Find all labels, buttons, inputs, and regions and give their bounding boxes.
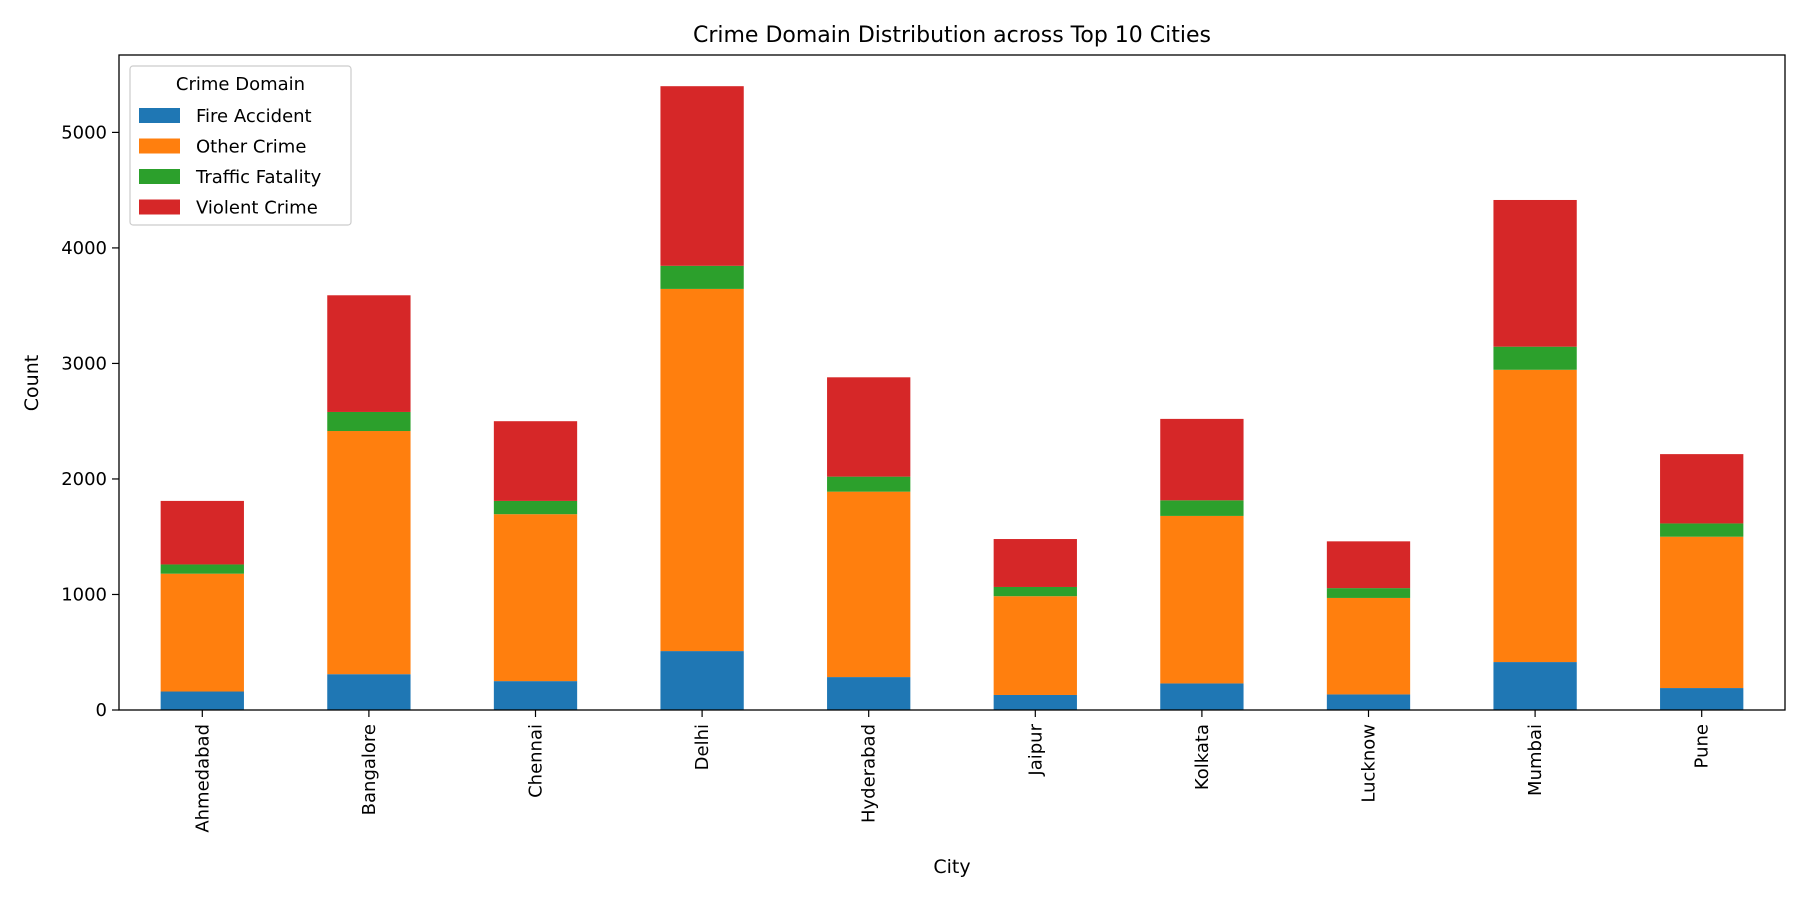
x-tick-label: Hyderabad	[859, 724, 880, 823]
y-tick-label: 4000	[61, 238, 107, 259]
bar-segment-delhi-violent-crime	[660, 86, 744, 266]
bar-segment-bangalore-violent-crime	[327, 295, 411, 412]
bar-segment-ahmedabad-violent-crime	[160, 500, 244, 565]
legend-label: Traffic Fatality	[195, 167, 322, 188]
bar-segment-delhi-fire-accident	[660, 651, 744, 710]
x-tick-label: Lucknow	[1359, 724, 1380, 803]
bar-segment-hyderabad-other-crime	[827, 491, 911, 678]
legend: Crime Domain Fire Accident Other Crime Traf…	[129, 65, 352, 226]
y-tick-label: 1000	[61, 584, 107, 605]
bar-segment-pune-violent-crime	[1660, 454, 1744, 524]
bar-segment-ahmedabad-traffic-fatality	[160, 564, 244, 574]
bar-segment-kolkata-fire-accident	[1160, 683, 1244, 710]
bar-segment-pune-other-crime	[1660, 536, 1744, 689]
legend-swatch	[139, 138, 180, 154]
y-tick-label: 5000	[61, 122, 107, 143]
bar-segment-jaipur-traffic-fatality	[993, 586, 1077, 597]
bar-segment-pune-fire-accident	[1660, 688, 1744, 710]
legend-label: Violent Crime	[196, 198, 318, 219]
bar-segment-kolkata-violent-crime	[1160, 418, 1244, 501]
legend-swatch	[139, 169, 180, 184]
bar-segment-delhi-other-crime	[660, 288, 744, 652]
bar-segment-hyderabad-violent-crime	[827, 377, 911, 477]
bar-segment-ahmedabad-other-crime	[160, 573, 244, 692]
bar-segment-mumbai-other-crime	[1493, 369, 1577, 663]
bar-segment-lucknow-traffic-fatality	[1326, 588, 1411, 598]
legend-label: Other Crime	[196, 137, 306, 158]
bar-segment-lucknow-violent-crime	[1326, 541, 1411, 589]
bar-segment-chennai-violent-crime	[493, 421, 578, 501]
bar-segment-hyderabad-fire-accident	[827, 677, 911, 710]
bar-segment-pune-traffic-fatality	[1660, 523, 1744, 537]
bar-segment-delhi-traffic-fatality	[660, 265, 744, 289]
bar-segment-chennai-traffic-fatality	[493, 500, 578, 515]
bar-segment-lucknow-fire-accident	[1326, 694, 1411, 710]
bar-segment-bangalore-other-crime	[327, 431, 411, 675]
bar-segment-lucknow-other-crime	[1326, 597, 1411, 695]
x-tick-label: Chennai	[526, 724, 547, 798]
axes-layer: 0 1000 2000 3000 4000 5000 Ahmedabad Bangalore C…	[61, 54, 1786, 833]
bar-segment-mumbai-violent-crime	[1493, 199, 1577, 347]
y-tick-label: 2000	[61, 469, 107, 490]
bar-segment-jaipur-violent-crime	[993, 539, 1077, 587]
x-tick-label: Ahmedabad	[192, 724, 213, 833]
bar-segment-hyderabad-traffic-fatality	[827, 476, 911, 492]
bar-segment-chennai-fire-accident	[493, 681, 578, 710]
y-tick-label: 0	[96, 700, 107, 721]
bar-segment-kolkata-other-crime	[1160, 515, 1244, 684]
x-tick-label: Jaipur	[1025, 723, 1046, 776]
x-tick-label: Mumbai	[1525, 724, 1546, 796]
bar-segment-jaipur-other-crime	[993, 596, 1077, 695]
x-axis-label: City	[933, 856, 970, 878]
plot-frame	[118, 54, 1786, 711]
bars-layer	[160, 86, 1744, 710]
legend-label: Fire Accident	[196, 106, 312, 127]
bar-segment-chennai-other-crime	[493, 514, 578, 682]
y-tick-label: 3000	[61, 353, 107, 374]
x-tick-label: Bangalore	[359, 724, 380, 815]
legend-swatch	[139, 199, 180, 215]
bar-segment-jaipur-fire-accident	[993, 694, 1077, 710]
x-tick-label: Pune	[1692, 724, 1713, 768]
legend-swatch	[139, 108, 180, 123]
legend-title: Crime Domain	[176, 74, 305, 95]
bar-segment-bangalore-traffic-fatality	[327, 411, 411, 432]
legend-box	[129, 65, 352, 226]
bar-segment-mumbai-fire-accident	[1493, 662, 1577, 710]
x-tick-label: Kolkata	[1192, 724, 1213, 790]
chart-title: Crime Domain Distribution across Top 10 …	[693, 23, 1211, 48]
bar-segment-kolkata-traffic-fatality	[1160, 500, 1244, 516]
bar-segment-bangalore-fire-accident	[327, 674, 411, 710]
bar-segment-ahmedabad-fire-accident	[160, 691, 244, 710]
x-tick-label: Delhi	[692, 724, 713, 770]
y-axis-label: Count	[21, 355, 43, 411]
bar-segment-mumbai-traffic-fatality	[1493, 346, 1577, 370]
